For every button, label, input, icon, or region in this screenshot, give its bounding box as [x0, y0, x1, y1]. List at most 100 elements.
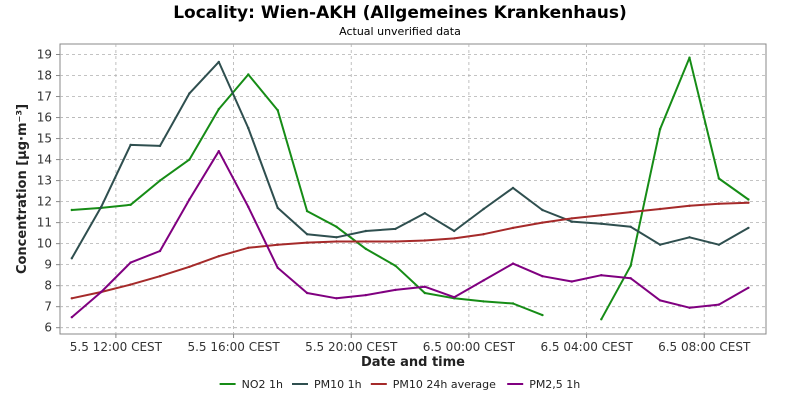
x-tick-label: 6.5 04:00 CEST	[540, 340, 633, 354]
data-point-pm10-1h	[453, 229, 456, 233]
data-point-pm2-5-1h	[100, 290, 103, 294]
data-point-no2-1h	[335, 225, 338, 228]
data-point-pm10-24h-average	[188, 265, 191, 268]
data-point-pm10-24h-average	[394, 240, 397, 243]
data-point-pm2-5-1h	[188, 198, 191, 201]
data-point-pm10-24h-average	[629, 210, 632, 214]
data-point-pm10-24h-average	[335, 240, 338, 243]
data-point-pm10-24h-average	[658, 207, 662, 211]
data-point-pm10-1h	[247, 126, 250, 130]
x-tick-label: 5.5 20:00 CEST	[305, 340, 398, 354]
y-tick-label: 10	[37, 237, 52, 251]
y-tick-label: 18	[37, 69, 52, 83]
data-point-pm10-1h	[717, 243, 721, 246]
data-point-pm10-1h	[541, 208, 544, 212]
x-tick-label: 5.5 16:00 CEST	[187, 340, 280, 354]
data-point-pm10-24h-average	[70, 297, 74, 300]
legend-label: PM10 1h	[314, 378, 362, 391]
data-point-pm10-1h	[158, 144, 162, 148]
chart-title: Locality: Wien-AKH (Allgemeines Krankenh…	[173, 3, 627, 23]
data-point-no2-1h	[629, 264, 632, 267]
legend-item-pm10-24h-average: PM10 24h average	[370, 378, 496, 391]
data-point-pm2-5-1h	[129, 261, 132, 264]
y-tick-label: 14	[37, 153, 52, 167]
data-point-no2-1h	[188, 158, 191, 161]
legend-label: PM10 24h average	[393, 378, 496, 391]
series-line-no2-1h	[600, 56, 749, 320]
data-point-no2-1h	[70, 208, 74, 212]
data-point-pm10-24h-average	[482, 233, 485, 236]
x-tick-label: 6.5 08:00 CEST	[658, 340, 751, 354]
data-point-no2-1h	[688, 56, 691, 59]
x-axis-label: Date and time	[361, 355, 465, 370]
data-point-no2-1h	[394, 264, 397, 267]
data-point-pm2-5-1h	[688, 306, 691, 309]
y-axis-ticks: 6 7 8 9 10 11 12 13 14 15 16 17 18 19	[37, 48, 60, 335]
data-point-pm10-1h	[70, 257, 74, 260]
data-point-pm10-1h	[217, 60, 220, 64]
y-tick-label: 13	[37, 174, 52, 188]
data-point-pm10-24h-average	[747, 201, 750, 204]
data-point-pm10-24h-average	[570, 217, 573, 220]
legend-item-no2-1h: NO2 1h	[219, 378, 283, 391]
data-point-pm2-5-1h	[747, 286, 750, 289]
y-tick-label: 9	[44, 258, 52, 272]
data-point-pm2-5-1h	[453, 296, 456, 299]
data-point-no2-1h	[717, 177, 721, 180]
data-point-pm2-5-1h	[70, 316, 74, 319]
data-point-pm2-5-1h	[305, 291, 309, 295]
y-tick-label: 16	[37, 111, 52, 125]
data-point-pm2-5-1h	[335, 297, 338, 300]
legend-label: NO2 1h	[242, 378, 283, 391]
y-tick-label: 19	[37, 48, 52, 62]
data-point-pm10-1h	[600, 222, 603, 225]
legend-label: PM2,5 1h	[529, 378, 580, 391]
data-point-pm10-24h-average	[717, 202, 721, 205]
data-point-no2-1h	[247, 73, 250, 76]
data-point-pm2-5-1h	[364, 293, 368, 297]
data-point-no2-1h	[158, 179, 162, 182]
data-point-no2-1h	[217, 107, 220, 111]
data-point-pm10-24h-average	[364, 240, 368, 243]
y-tick-label: 7	[44, 300, 52, 314]
x-tick-label: 5.5 12:00 CEST	[70, 340, 163, 354]
chart-subtitle: Actual unverified data	[339, 25, 461, 38]
data-point-pm10-1h	[629, 225, 632, 228]
data-point-pm10-24h-average	[423, 239, 426, 242]
y-tick-label: 15	[37, 132, 52, 146]
data-point-pm10-24h-average	[305, 241, 309, 244]
data-point-pm10-1h	[364, 229, 368, 233]
legend-item-pm10-1h: PM10 1h	[292, 378, 362, 391]
data-point-pm10-24h-average	[541, 221, 544, 224]
series-pm10-1h	[70, 60, 750, 260]
y-tick-label: 17	[37, 90, 52, 104]
data-point-pm10-1h	[747, 226, 750, 230]
data-point-no2-1h	[423, 291, 426, 295]
data-point-pm10-1h	[688, 236, 691, 239]
data-point-pm10-24h-average	[276, 243, 279, 246]
data-point-pm10-1h	[423, 212, 426, 215]
data-point-pm10-1h	[335, 236, 338, 239]
data-point-no2-1h	[541, 313, 544, 317]
data-point-no2-1h	[482, 300, 485, 303]
data-point-pm10-24h-average	[217, 255, 220, 258]
data-point-pm10-1h	[394, 227, 397, 231]
y-tick-label: 12	[37, 195, 52, 209]
data-point-pm10-24h-average	[688, 204, 691, 207]
data-point-pm2-5-1h	[394, 288, 397, 292]
data-point-pm2-5-1h	[629, 277, 632, 280]
data-point-pm10-1h	[658, 243, 662, 246]
data-point-pm10-24h-average	[453, 237, 456, 240]
y-tick-label: 6	[44, 321, 52, 335]
data-point-pm10-1h	[276, 206, 279, 210]
data-point-pm10-24h-average	[247, 246, 250, 249]
series-layer	[70, 56, 750, 321]
series-line-pm10-24h-average	[71, 201, 749, 300]
data-point-pm10-1h	[482, 207, 485, 211]
data-point-pm2-5-1h	[541, 275, 544, 278]
series-no2-1h	[70, 56, 750, 321]
series-pm2-5-1h	[70, 150, 750, 319]
series-line-pm2-5-1h	[71, 150, 749, 318]
data-point-pm10-24h-average	[158, 275, 162, 278]
